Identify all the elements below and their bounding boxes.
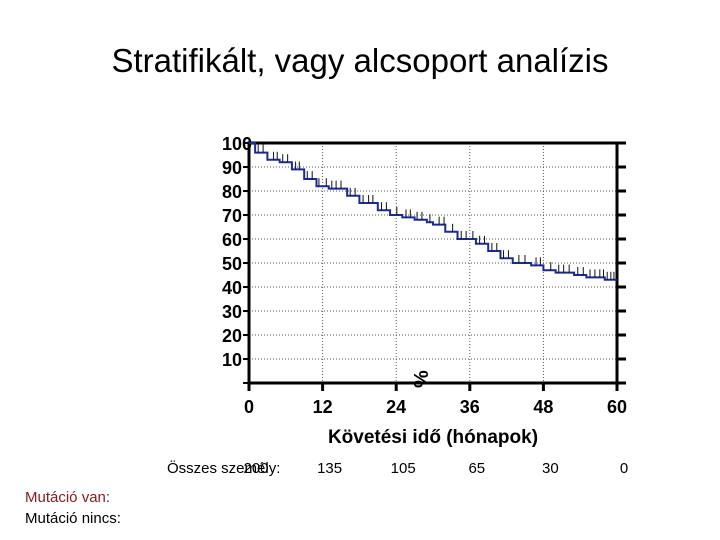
y-tick-labels: 10 20 30 40 50 60 70 80 90 100	[222, 134, 252, 370]
axis-ticks	[243, 141, 626, 391]
y-tick-label: 60	[222, 230, 242, 250]
x-axis-label: Követési idő (hónapok)	[328, 427, 538, 448]
at-risk-count: 105	[390, 460, 416, 477]
x-tick-label: 24	[386, 397, 406, 417]
y-tick-label: 50	[222, 254, 242, 274]
y-tick-label: 80	[222, 182, 242, 202]
slide-title: Stratifikált, vagy alcsoport analízis	[111, 42, 609, 79]
at-risk-count: 135	[317, 460, 343, 477]
censor-marks	[257, 144, 615, 280]
at-risk-count: 30	[542, 460, 559, 477]
survival-curve	[249, 142, 617, 281]
y-tick-label: 20	[222, 326, 242, 346]
y-tick-label: 30	[222, 302, 242, 322]
x-tick-labels: 0 12 24 36 48 60	[244, 397, 627, 417]
y-tick-label: 10	[222, 350, 242, 370]
mutation-yes-label: Mutáció van:	[25, 489, 111, 506]
x-tick-label: 60	[607, 397, 627, 417]
at-risk-count: 65	[468, 460, 486, 477]
y-tick-label: 70	[222, 206, 242, 226]
mutation-no-label: Mutáció nincs:	[25, 510, 121, 527]
x-tick-label: 0	[244, 397, 254, 417]
at-risk-count: 200	[243, 460, 269, 477]
at-risk-label: Összes személy:	[167, 460, 281, 477]
at-risk-count: 0	[619, 460, 629, 477]
y-tick-label: 40	[222, 278, 242, 298]
y-tick-label: 90	[222, 158, 242, 178]
x-tick-label: 48	[533, 397, 553, 417]
y-tick-label: 100	[222, 134, 252, 154]
y-axis-label: %	[411, 370, 433, 388]
chart-grid	[249, 143, 617, 383]
x-tick-label: 12	[313, 397, 333, 417]
x-tick-label: 36	[460, 397, 480, 417]
